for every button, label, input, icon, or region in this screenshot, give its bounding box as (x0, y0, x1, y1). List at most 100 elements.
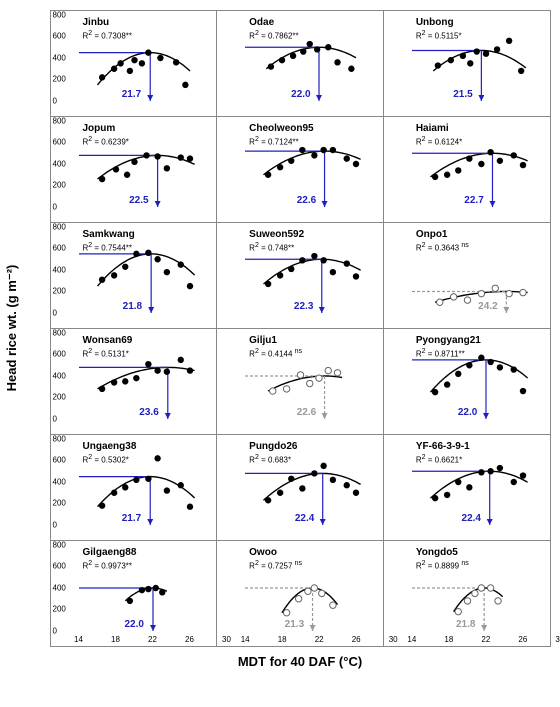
y-tick: 0 (53, 626, 57, 635)
data-point (117, 60, 123, 66)
data-point (268, 63, 274, 69)
data-point (455, 370, 461, 376)
data-point (177, 154, 183, 160)
data-point (478, 469, 484, 475)
data-point (334, 369, 340, 375)
data-point (265, 280, 271, 286)
fitted-curve (97, 253, 194, 285)
data-point (297, 371, 303, 377)
data-point (510, 366, 516, 372)
data-point (495, 597, 501, 603)
data-point (330, 476, 336, 482)
data-point (163, 487, 169, 493)
plot-area: Gilgaeng88R2 = 0.9973**22.0 (79, 545, 213, 630)
panel-samkwang: 0200400600800SamkwangR2 = 0.7544**21.8 (50, 222, 218, 329)
r-squared: R2 = 0.5131* (83, 348, 129, 359)
y-tick: 400 (53, 265, 66, 274)
data-point (98, 276, 104, 282)
data-point (497, 157, 503, 163)
r-squared: R2 = 0.9973** (83, 560, 133, 571)
data-point (455, 478, 461, 484)
panel-title: Odae (249, 17, 274, 28)
panel-wonsan69: 0200400600800Wonsan69R2 = 0.5131*23.6 (50, 328, 218, 435)
data-point (466, 155, 472, 161)
panel-title: Unbong (416, 17, 454, 28)
data-point (163, 368, 169, 374)
fitted-curve (433, 50, 526, 70)
y-tick: 800 (53, 540, 66, 549)
data-point (520, 161, 526, 167)
plot-area: Pungdo26R2 = 0.683*22.4 (245, 439, 379, 524)
data-point (311, 152, 317, 158)
panel-gilju1: Gilju1R2 = 0.4144 ns22.6 (216, 328, 384, 435)
y-tick: 200 (53, 393, 66, 402)
data-point (344, 260, 350, 266)
data-point (311, 252, 317, 258)
data-point (157, 54, 163, 60)
panel-title: Jopum (83, 123, 116, 134)
plot-area: Pyongyang21R2 = 0.8711**22.0 (412, 333, 546, 418)
data-point (299, 146, 305, 152)
plot-area: OdaeR2 = 0.7862**22.0 (245, 15, 379, 100)
data-point (334, 59, 340, 65)
plot-area: JopumR2 = 0.6239*22.5 (79, 121, 213, 206)
data-point (126, 67, 132, 73)
data-point (110, 65, 116, 71)
data-point (300, 48, 306, 54)
y-tick: 200 (53, 499, 66, 508)
data-point (353, 489, 359, 495)
optimum-annotation: 21.8 (123, 301, 142, 312)
y-tick: 600 (53, 456, 66, 465)
chart-grid: Head rice wt. (g m⁻²) MDT for 40 DAF (°C… (10, 10, 550, 676)
y-tick: 600 (53, 32, 66, 41)
data-point (353, 160, 359, 166)
plot-area: UnbongR2 = 0.5115*21.5 (412, 15, 546, 100)
r-squared: R2 = 0.6239* (83, 136, 129, 147)
data-point (330, 146, 336, 152)
data-point (344, 482, 350, 488)
x-tick: 14 (241, 635, 250, 644)
data-point (265, 497, 271, 503)
data-point (321, 146, 327, 152)
panel-yf-66-3-9-1: YF-66-3-9-1R2 = 0.6621*22.4 (383, 434, 551, 541)
data-point (145, 249, 151, 255)
data-point (138, 586, 144, 592)
optimum-annotation: 21.3 (285, 619, 304, 630)
panel-title: Gilju1 (249, 335, 277, 346)
data-point (487, 358, 493, 364)
y-tick: 800 (53, 222, 66, 231)
data-point (444, 171, 450, 177)
data-point (163, 165, 169, 171)
optimum-annotation: 22.0 (125, 619, 144, 630)
y-tick: 800 (53, 328, 66, 337)
data-point (330, 268, 336, 274)
x-tick: 18 (444, 635, 453, 644)
panel-title: Cheolweon95 (249, 123, 313, 134)
data-point (510, 478, 516, 484)
plot-area: JinbuR2 = 0.7308**21.7 (79, 15, 213, 100)
panel-gilgaeng88: 02004006008001418222630Gilgaeng88R2 = 0.… (50, 540, 218, 647)
data-point (299, 485, 305, 491)
guide-arrowhead (147, 519, 153, 525)
data-point (143, 152, 149, 158)
plot-area: SamkwangR2 = 0.7544**21.8 (79, 227, 213, 312)
data-point (506, 37, 512, 43)
data-point (290, 52, 296, 58)
r-squared: R2 = 0.4144 ns (249, 348, 302, 359)
x-tick: 14 (74, 635, 83, 644)
panel-title: Haiami (416, 123, 449, 134)
data-point (172, 59, 178, 65)
r-squared: R2 = 0.5115* (416, 30, 462, 41)
y-tick: 0 (53, 308, 57, 317)
y-tick: 600 (53, 244, 66, 253)
data-point (348, 65, 354, 71)
data-point (154, 256, 160, 262)
data-point (353, 273, 359, 279)
r-squared: R2 = 0.8899 ns (416, 560, 469, 571)
optimum-annotation: 22.4 (462, 513, 481, 524)
y-tick: 800 (53, 116, 66, 125)
y-tick: 200 (53, 75, 66, 84)
data-point (110, 272, 116, 278)
plot-area: Suweon592R2 = 0.748**22.3 (245, 227, 379, 312)
data-point (270, 387, 276, 393)
